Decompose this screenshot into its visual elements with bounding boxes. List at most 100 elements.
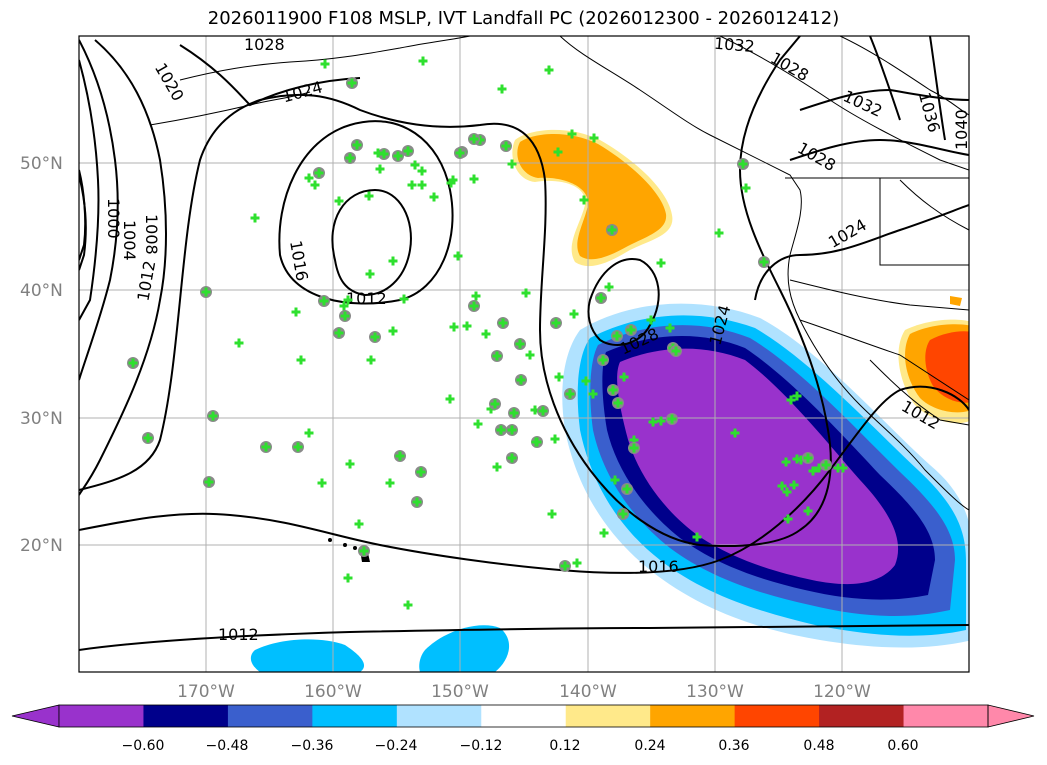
lat-label: 30°N bbox=[20, 409, 63, 429]
station-marker-plus bbox=[538, 406, 548, 416]
colorbar-tick-label: 0.60 bbox=[887, 738, 918, 754]
colorbar-tick-label: 0.48 bbox=[803, 738, 834, 754]
station-marker-plus bbox=[608, 385, 618, 395]
station-marker-plus bbox=[449, 322, 459, 332]
colorbar-tick-label: −0.60 bbox=[122, 738, 165, 754]
lon-label: 130°W bbox=[686, 682, 744, 702]
station-marker-plus bbox=[599, 528, 609, 538]
station-marker-plus bbox=[622, 484, 632, 494]
station-marker-plus bbox=[304, 173, 314, 183]
station-marker-plus bbox=[607, 225, 617, 235]
colorbar-cell bbox=[650, 705, 736, 727]
station-marker-plus bbox=[598, 355, 608, 365]
station-marker-plus bbox=[741, 183, 751, 193]
station-marker-plus bbox=[429, 192, 439, 202]
station-marker-plus bbox=[334, 196, 344, 206]
station-marker-plus bbox=[261, 442, 271, 452]
station-marker-plus bbox=[319, 296, 329, 306]
station-marker-plus bbox=[777, 481, 787, 491]
station-marker-plus bbox=[320, 59, 330, 69]
station-marker-plus bbox=[572, 558, 582, 568]
station-marker-plus bbox=[581, 376, 591, 386]
station-marker-plus bbox=[714, 228, 724, 238]
station-marker-plus bbox=[646, 315, 656, 325]
ivt-fill-south-patch-1 bbox=[250, 639, 365, 672]
station-marker-plus bbox=[789, 480, 799, 490]
station-marker-plus bbox=[656, 258, 666, 268]
station-marker-plus bbox=[525, 350, 535, 360]
colorbar-cell bbox=[396, 705, 482, 727]
station-marker-plus bbox=[393, 151, 403, 161]
ivt-fill-small-east bbox=[950, 296, 962, 306]
contour-label: 1028 bbox=[244, 35, 285, 54]
station-marker-plus bbox=[656, 416, 666, 426]
station-marker-plus bbox=[629, 435, 639, 445]
station-marker-plus bbox=[291, 307, 301, 317]
station-marker-plus bbox=[407, 180, 417, 190]
station-marker-plus bbox=[759, 257, 769, 267]
station-marker-plus bbox=[589, 133, 599, 143]
station-marker-plus bbox=[296, 355, 306, 365]
station-marker-plus bbox=[388, 256, 398, 266]
colorbar-tick-label: 0.36 bbox=[718, 738, 749, 754]
colorbar-frame bbox=[58, 704, 989, 728]
colorbar-tick-label: 0.24 bbox=[634, 738, 665, 754]
station-marker-plus bbox=[610, 475, 620, 485]
station-marker-plus bbox=[783, 514, 793, 524]
contour-label: 1032 bbox=[713, 34, 755, 56]
station-marker-plus bbox=[317, 478, 327, 488]
station-marker-plus bbox=[310, 180, 320, 190]
station-marker-plus bbox=[410, 160, 420, 170]
colorbar-tick-label: −0.24 bbox=[375, 738, 418, 754]
station-marker-plus bbox=[544, 65, 554, 75]
map-title: 2026011900 F108 MSLP, IVT Landfall PC (2… bbox=[207, 8, 840, 29]
colorbar-tick-label: 0.12 bbox=[549, 738, 580, 754]
contour-label: 1000 bbox=[104, 198, 123, 239]
colorbar-cell bbox=[227, 705, 313, 727]
station-marker-plus bbox=[492, 462, 502, 472]
station-marker-plus bbox=[781, 457, 791, 467]
colorbar-extend-high bbox=[987, 704, 1035, 728]
station-marker-plus bbox=[395, 451, 405, 461]
mslp-contours bbox=[79, 36, 969, 651]
station-markers bbox=[127, 56, 848, 610]
positive-ivt-region bbox=[512, 129, 969, 424]
latitude-labels: 50°N 40°N 30°N 20°N bbox=[20, 154, 63, 556]
station-marker-plus bbox=[334, 328, 344, 338]
station-marker-plus bbox=[234, 338, 244, 348]
station-marker-plus bbox=[365, 269, 375, 279]
map-frame bbox=[78, 35, 970, 673]
station-marker-plus bbox=[352, 140, 362, 150]
station-marker-plus bbox=[821, 460, 831, 470]
station-marker-plus bbox=[208, 411, 218, 421]
station-marker-plus bbox=[516, 375, 526, 385]
colorbar-extend-low bbox=[11, 704, 60, 728]
station-marker-plus bbox=[629, 443, 639, 453]
station-marker-plus bbox=[339, 301, 349, 311]
station-marker-plus bbox=[473, 419, 483, 429]
colorbar-cell bbox=[312, 705, 398, 727]
station-marker-plus bbox=[530, 405, 540, 415]
station-marker-plus bbox=[469, 174, 479, 184]
station-marker-plus bbox=[509, 408, 519, 418]
station-marker-plus bbox=[388, 326, 398, 336]
station-marker-plus bbox=[551, 318, 561, 328]
station-marker-plus bbox=[201, 287, 211, 297]
station-marker-plus bbox=[604, 282, 614, 292]
lon-label: 160°W bbox=[304, 682, 362, 702]
station-marker-plus bbox=[250, 213, 260, 223]
station-marker-plus bbox=[445, 394, 455, 404]
station-marker-plus bbox=[128, 358, 138, 368]
station-marker-plus bbox=[612, 331, 622, 341]
station-marker-plus bbox=[486, 404, 496, 414]
station-marker-plus bbox=[399, 294, 409, 304]
station-marker-plus bbox=[453, 251, 463, 261]
lat-label: 50°N bbox=[20, 154, 63, 174]
station-marker-plus bbox=[412, 497, 422, 507]
map-content: 1028 1020 1024 1000 1004 1008 1012 1016 … bbox=[79, 34, 969, 672]
colorbar-cell bbox=[59, 705, 144, 727]
station-marker-plus bbox=[373, 148, 383, 158]
station-marker-plus bbox=[385, 478, 395, 488]
contour-label: 1008 bbox=[142, 214, 161, 255]
station-marker-plus bbox=[403, 146, 413, 156]
